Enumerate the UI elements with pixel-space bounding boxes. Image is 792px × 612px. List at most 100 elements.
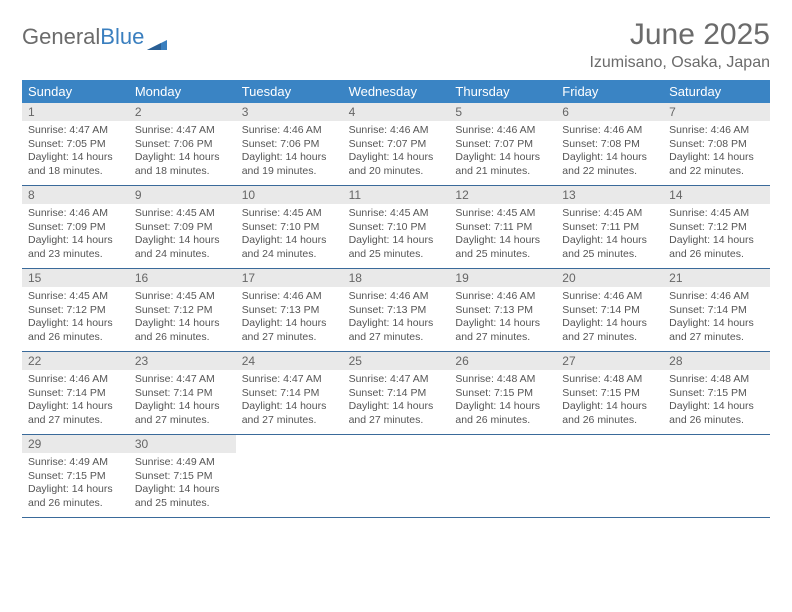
day-cell: 13Sunrise: 4:45 AMSunset: 7:11 PMDayligh… bbox=[556, 186, 663, 268]
day-cell: 23Sunrise: 4:47 AMSunset: 7:14 PMDayligh… bbox=[129, 352, 236, 434]
day-cell: .. bbox=[236, 435, 343, 517]
day-details: Sunrise: 4:45 AMSunset: 7:12 PMDaylight:… bbox=[663, 204, 770, 266]
day-cell: 6Sunrise: 4:46 AMSunset: 7:08 PMDaylight… bbox=[556, 103, 663, 185]
flag-icon bbox=[147, 30, 167, 44]
day-cell: 21Sunrise: 4:46 AMSunset: 7:14 PMDayligh… bbox=[663, 269, 770, 351]
title-block: June 2025 Izumisano, Osaka, Japan bbox=[589, 18, 770, 72]
day-number: 28 bbox=[663, 352, 770, 370]
day-cell: 30Sunrise: 4:49 AMSunset: 7:15 PMDayligh… bbox=[129, 435, 236, 517]
day-cell: 11Sunrise: 4:45 AMSunset: 7:10 PMDayligh… bbox=[343, 186, 450, 268]
day-details: Sunrise: 4:45 AMSunset: 7:10 PMDaylight:… bbox=[236, 204, 343, 266]
day-details: Sunrise: 4:45 AMSunset: 7:12 PMDaylight:… bbox=[22, 287, 129, 349]
day-details: Sunrise: 4:48 AMSunset: 7:15 PMDaylight:… bbox=[449, 370, 556, 432]
day-cell: 8Sunrise: 4:46 AMSunset: 7:09 PMDaylight… bbox=[22, 186, 129, 268]
day-number: 23 bbox=[129, 352, 236, 370]
day-number: 19 bbox=[449, 269, 556, 287]
day-details: Sunrise: 4:49 AMSunset: 7:15 PMDaylight:… bbox=[129, 453, 236, 515]
day-details: Sunrise: 4:45 AMSunset: 7:12 PMDaylight:… bbox=[129, 287, 236, 349]
day-number: 13 bbox=[556, 186, 663, 204]
week-row: 22Sunrise: 4:46 AMSunset: 7:14 PMDayligh… bbox=[22, 352, 770, 435]
calendar: SundayMondayTuesdayWednesdayThursdayFrid… bbox=[22, 80, 770, 518]
day-cell: 19Sunrise: 4:46 AMSunset: 7:13 PMDayligh… bbox=[449, 269, 556, 351]
day-details: Sunrise: 4:47 AMSunset: 7:14 PMDaylight:… bbox=[129, 370, 236, 432]
day-details: Sunrise: 4:47 AMSunset: 7:14 PMDaylight:… bbox=[343, 370, 450, 432]
week-row: 8Sunrise: 4:46 AMSunset: 7:09 PMDaylight… bbox=[22, 186, 770, 269]
day-cell: 17Sunrise: 4:46 AMSunset: 7:13 PMDayligh… bbox=[236, 269, 343, 351]
day-cell: 1Sunrise: 4:47 AMSunset: 7:05 PMDaylight… bbox=[22, 103, 129, 185]
day-details: Sunrise: 4:45 AMSunset: 7:11 PMDaylight:… bbox=[556, 204, 663, 266]
brand-logo: GeneralBlue bbox=[22, 18, 167, 50]
day-cell: 24Sunrise: 4:47 AMSunset: 7:14 PMDayligh… bbox=[236, 352, 343, 434]
day-cell: 7Sunrise: 4:46 AMSunset: 7:08 PMDaylight… bbox=[663, 103, 770, 185]
day-number: 18 bbox=[343, 269, 450, 287]
day-number: 10 bbox=[236, 186, 343, 204]
day-number: 20 bbox=[556, 269, 663, 287]
day-number: 7 bbox=[663, 103, 770, 121]
day-of-week-header: SundayMondayTuesdayWednesdayThursdayFrid… bbox=[22, 80, 770, 103]
day-number: 2 bbox=[129, 103, 236, 121]
day-cell: 16Sunrise: 4:45 AMSunset: 7:12 PMDayligh… bbox=[129, 269, 236, 351]
day-cell: 12Sunrise: 4:45 AMSunset: 7:11 PMDayligh… bbox=[449, 186, 556, 268]
day-details: Sunrise: 4:45 AMSunset: 7:11 PMDaylight:… bbox=[449, 204, 556, 266]
day-details: Sunrise: 4:46 AMSunset: 7:14 PMDaylight:… bbox=[556, 287, 663, 349]
day-number: 29 bbox=[22, 435, 129, 453]
day-details: Sunrise: 4:47 AMSunset: 7:06 PMDaylight:… bbox=[129, 121, 236, 183]
day-number: 26 bbox=[449, 352, 556, 370]
dow-cell: Wednesday bbox=[343, 80, 450, 103]
day-number: 9 bbox=[129, 186, 236, 204]
day-cell: .. bbox=[343, 435, 450, 517]
day-details: Sunrise: 4:45 AMSunset: 7:10 PMDaylight:… bbox=[343, 204, 450, 266]
week-row: 15Sunrise: 4:45 AMSunset: 7:12 PMDayligh… bbox=[22, 269, 770, 352]
day-number: 15 bbox=[22, 269, 129, 287]
day-cell: 4Sunrise: 4:46 AMSunset: 7:07 PMDaylight… bbox=[343, 103, 450, 185]
day-details: Sunrise: 4:47 AMSunset: 7:05 PMDaylight:… bbox=[22, 121, 129, 183]
location-label: Izumisano, Osaka, Japan bbox=[589, 54, 770, 72]
month-title: June 2025 bbox=[589, 18, 770, 52]
day-number: 4 bbox=[343, 103, 450, 121]
day-details: Sunrise: 4:46 AMSunset: 7:06 PMDaylight:… bbox=[236, 121, 343, 183]
day-cell: .. bbox=[663, 435, 770, 517]
day-number: 11 bbox=[343, 186, 450, 204]
day-number: 12 bbox=[449, 186, 556, 204]
day-cell: 25Sunrise: 4:47 AMSunset: 7:14 PMDayligh… bbox=[343, 352, 450, 434]
day-cell: 26Sunrise: 4:48 AMSunset: 7:15 PMDayligh… bbox=[449, 352, 556, 434]
day-cell: 28Sunrise: 4:48 AMSunset: 7:15 PMDayligh… bbox=[663, 352, 770, 434]
day-cell: 5Sunrise: 4:46 AMSunset: 7:07 PMDaylight… bbox=[449, 103, 556, 185]
dow-cell: Saturday bbox=[663, 80, 770, 103]
day-details: Sunrise: 4:46 AMSunset: 7:08 PMDaylight:… bbox=[663, 121, 770, 183]
day-cell: 10Sunrise: 4:45 AMSunset: 7:10 PMDayligh… bbox=[236, 186, 343, 268]
day-cell: 18Sunrise: 4:46 AMSunset: 7:13 PMDayligh… bbox=[343, 269, 450, 351]
day-number: 16 bbox=[129, 269, 236, 287]
day-details: Sunrise: 4:48 AMSunset: 7:15 PMDaylight:… bbox=[556, 370, 663, 432]
day-number: 21 bbox=[663, 269, 770, 287]
dow-cell: Sunday bbox=[22, 80, 129, 103]
day-details: Sunrise: 4:46 AMSunset: 7:14 PMDaylight:… bbox=[663, 287, 770, 349]
day-details: Sunrise: 4:46 AMSunset: 7:13 PMDaylight:… bbox=[449, 287, 556, 349]
day-details: Sunrise: 4:49 AMSunset: 7:15 PMDaylight:… bbox=[22, 453, 129, 515]
calendar-body: 1Sunrise: 4:47 AMSunset: 7:05 PMDaylight… bbox=[22, 103, 770, 518]
week-row: 1Sunrise: 4:47 AMSunset: 7:05 PMDaylight… bbox=[22, 103, 770, 186]
brand-part2: Blue bbox=[100, 24, 144, 50]
day-details: Sunrise: 4:46 AMSunset: 7:07 PMDaylight:… bbox=[343, 121, 450, 183]
day-number: 3 bbox=[236, 103, 343, 121]
day-number: 22 bbox=[22, 352, 129, 370]
day-details: Sunrise: 4:46 AMSunset: 7:13 PMDaylight:… bbox=[343, 287, 450, 349]
day-cell: 14Sunrise: 4:45 AMSunset: 7:12 PMDayligh… bbox=[663, 186, 770, 268]
week-row: 29Sunrise: 4:49 AMSunset: 7:15 PMDayligh… bbox=[22, 435, 770, 518]
day-details: Sunrise: 4:46 AMSunset: 7:14 PMDaylight:… bbox=[22, 370, 129, 432]
day-cell: 22Sunrise: 4:46 AMSunset: 7:14 PMDayligh… bbox=[22, 352, 129, 434]
day-number: 27 bbox=[556, 352, 663, 370]
day-details: Sunrise: 4:47 AMSunset: 7:14 PMDaylight:… bbox=[236, 370, 343, 432]
dow-cell: Thursday bbox=[449, 80, 556, 103]
day-cell: 2Sunrise: 4:47 AMSunset: 7:06 PMDaylight… bbox=[129, 103, 236, 185]
day-cell: 29Sunrise: 4:49 AMSunset: 7:15 PMDayligh… bbox=[22, 435, 129, 517]
day-details: Sunrise: 4:46 AMSunset: 7:08 PMDaylight:… bbox=[556, 121, 663, 183]
day-number: 24 bbox=[236, 352, 343, 370]
dow-cell: Friday bbox=[556, 80, 663, 103]
day-details: Sunrise: 4:46 AMSunset: 7:07 PMDaylight:… bbox=[449, 121, 556, 183]
day-cell: .. bbox=[556, 435, 663, 517]
day-number: 25 bbox=[343, 352, 450, 370]
day-cell: 9Sunrise: 4:45 AMSunset: 7:09 PMDaylight… bbox=[129, 186, 236, 268]
day-details: Sunrise: 4:48 AMSunset: 7:15 PMDaylight:… bbox=[663, 370, 770, 432]
day-number: 5 bbox=[449, 103, 556, 121]
